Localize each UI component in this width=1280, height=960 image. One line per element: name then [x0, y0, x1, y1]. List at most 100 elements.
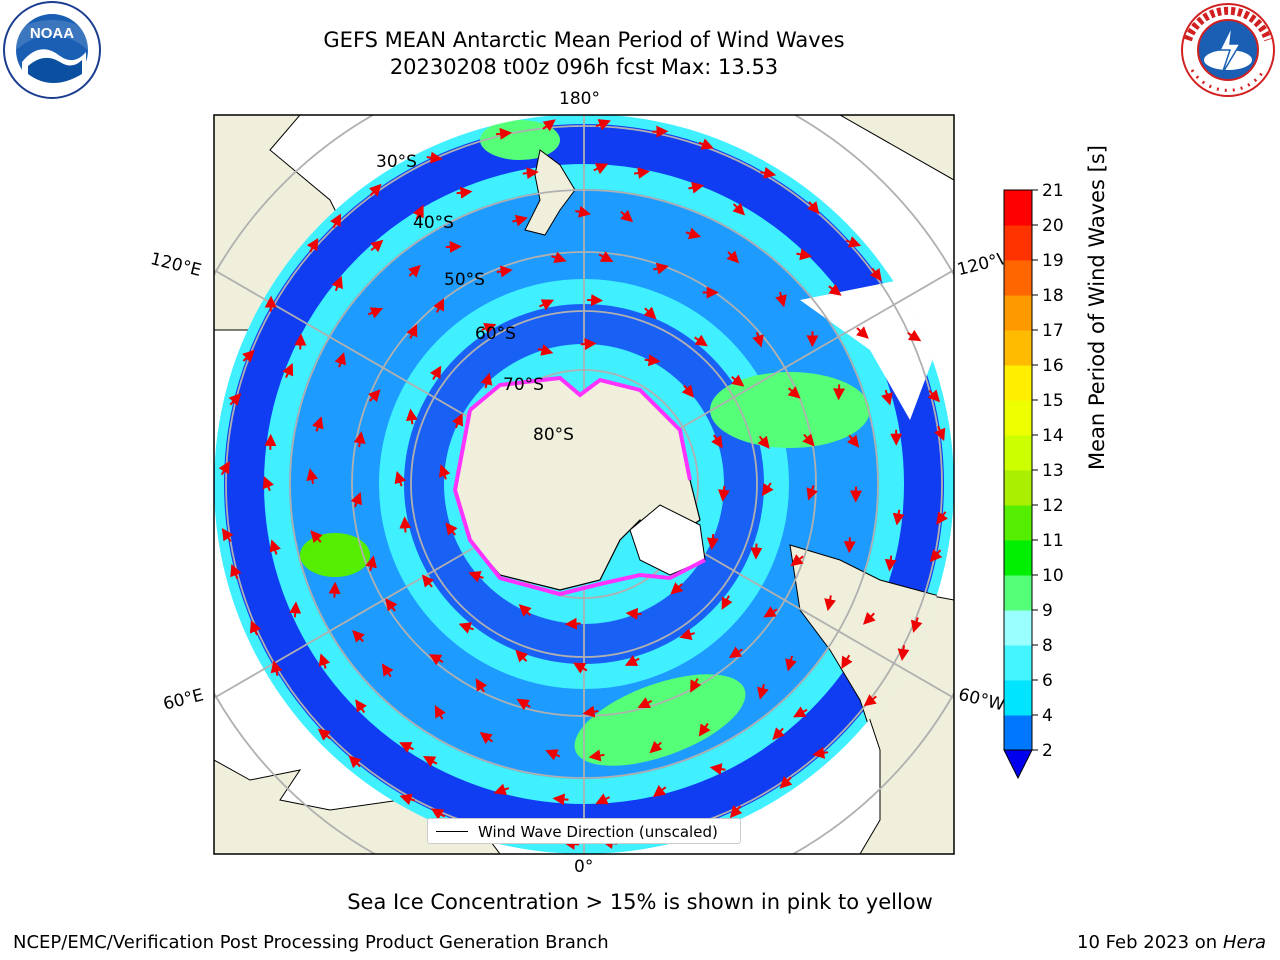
direction-arrow	[370, 239, 384, 253]
direction-arrow	[318, 653, 331, 669]
direction-arrow	[367, 307, 384, 319]
direction-arrow	[729, 805, 743, 819]
direction-arrow	[863, 694, 877, 707]
meridian-label-0: 0°	[574, 857, 594, 877]
credit-branch: NCEP/EMC/Verification Post Processing Pr…	[13, 932, 609, 953]
direction-arrow	[564, 617, 581, 630]
direction-arrow	[807, 201, 820, 215]
direction-arrow	[929, 549, 943, 563]
direction-arrow	[855, 326, 869, 339]
direction-arrow	[353, 431, 366, 448]
noaa-logo: NOAA	[3, 1, 101, 99]
direction-arrow	[897, 645, 910, 662]
direction-arrow	[542, 119, 556, 132]
direction-arrow	[731, 374, 745, 387]
direction-arrow	[221, 527, 234, 542]
direction-arrow	[480, 372, 493, 389]
direction-arrow	[428, 654, 444, 666]
colorbar-tick-label: 20	[1042, 216, 1064, 236]
direction-arrow	[721, 595, 733, 610]
credit-date-text: 10 Feb 2023 on	[1077, 932, 1218, 953]
direction-arrow	[328, 581, 341, 598]
direction-arrow	[399, 742, 414, 753]
direction-arrow	[368, 389, 381, 403]
colorbar-tick-label: 16	[1042, 356, 1064, 376]
direction-arrow	[802, 433, 815, 447]
direction-arrow	[228, 393, 242, 406]
wind-wave-direction-arrows	[218, 119, 949, 850]
direction-arrow	[598, 251, 614, 263]
nws-logo	[1181, 3, 1275, 97]
direction-arrow	[761, 482, 774, 497]
direction-arrow	[456, 186, 473, 199]
direction-arrow	[620, 209, 634, 223]
direction-arrow	[760, 166, 777, 179]
no-data-region	[800, 280, 940, 420]
direction-arrow	[496, 265, 513, 278]
direction-arrow	[452, 413, 463, 429]
chart-subtitle: 20230208 t00z 096h fcst Max: 13.53	[389, 55, 779, 79]
direction-arrow	[728, 646, 743, 659]
direction-arrow	[726, 250, 740, 264]
direction-arrow	[796, 248, 813, 261]
direction-arrow	[772, 727, 785, 741]
direction-arrow	[934, 425, 946, 442]
colorbar-tick-label: 10	[1042, 566, 1064, 586]
colorbar-band	[1004, 470, 1032, 506]
direction-arrow	[624, 655, 640, 666]
direction-arrow	[516, 698, 531, 711]
direction-arrow	[306, 468, 319, 485]
direction-arrow	[881, 389, 893, 406]
direction-arrow	[434, 705, 446, 720]
direction-arrow	[757, 684, 769, 700]
direction-arrow	[218, 460, 230, 476]
direction-arrow	[757, 435, 770, 449]
direction-arrow	[845, 236, 862, 248]
direction-arrow	[711, 434, 723, 449]
direction-arrow	[633, 167, 650, 179]
direction-arrow	[694, 334, 708, 347]
colorbar-tick-label: 11	[1042, 531, 1064, 551]
direction-arrow	[355, 699, 367, 714]
direction-arrow	[595, 119, 611, 131]
direction-arrow	[289, 601, 302, 618]
direction-arrow	[588, 749, 605, 762]
direction-arrow	[512, 214, 528, 227]
direction-arrow	[282, 363, 294, 379]
colorbar-band	[1004, 715, 1032, 751]
direction-arrow	[652, 784, 667, 798]
direction-arrow	[717, 485, 730, 502]
direction-arrow	[595, 793, 611, 805]
direction-arrow	[352, 629, 365, 643]
direction-arrow	[927, 389, 941, 403]
direction-arrow	[698, 138, 714, 150]
direction-arrow	[522, 167, 539, 180]
colorbar-tick-label: 4	[1042, 706, 1053, 726]
direction-arrow	[433, 298, 445, 313]
direction-arrow	[426, 151, 443, 164]
direction-arrow	[518, 604, 532, 617]
direction-arrow	[405, 408, 418, 425]
direction-arrow	[763, 606, 778, 618]
colorbar-band	[1004, 610, 1032, 646]
direction-arrow	[593, 163, 609, 175]
latitude-label-60s: 60°S	[475, 324, 516, 344]
noaa-logo-text: NOAA	[30, 25, 74, 42]
direction-arrow	[350, 492, 362, 508]
direction-arrow	[438, 464, 451, 480]
direction-arrow	[752, 332, 764, 348]
direction-arrow	[652, 262, 669, 275]
direction-arrow	[841, 654, 853, 669]
colorbar-band	[1004, 435, 1032, 471]
direction-arrow	[537, 344, 554, 356]
direction-arrow	[824, 595, 836, 612]
colorbar-band	[1004, 540, 1032, 576]
colorbar-tick-label: 19	[1042, 251, 1064, 271]
colorbar-tick-label: 15	[1042, 391, 1064, 411]
direction-arrow	[806, 485, 818, 501]
direction-arrow	[884, 555, 897, 572]
direction-arrow	[790, 554, 804, 567]
direction-arrow	[706, 533, 719, 550]
legend-line-sample	[436, 831, 468, 832]
